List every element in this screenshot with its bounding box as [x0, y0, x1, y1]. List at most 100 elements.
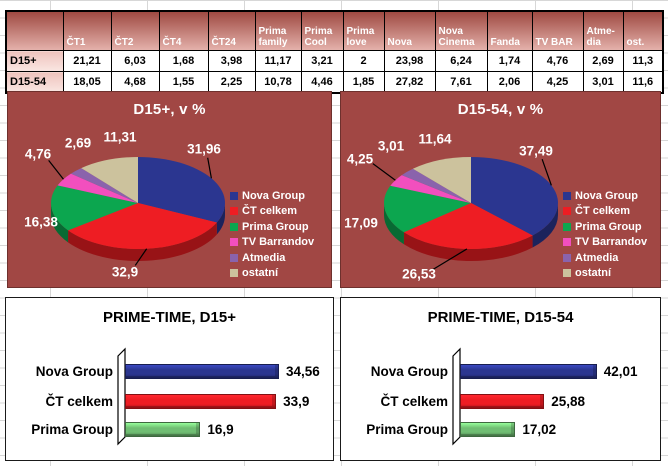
bar-category-label: ČT celkem: [45, 394, 113, 409]
table-cell[interactable]: 2,69: [582, 50, 624, 72]
legend-item[interactable]: Prima Group: [230, 219, 314, 235]
table-cell[interactable]: 1,74: [486, 50, 533, 72]
chart-title: PRIME-TIME, D15-54: [427, 309, 574, 326]
table-cell[interactable]: 4,46: [300, 71, 344, 94]
table-cell[interactable]: 21,21: [62, 50, 112, 72]
table-column-header[interactable]: Prima Cool: [300, 10, 344, 51]
table-column-header[interactable]: ČT1: [62, 10, 112, 51]
legend-label: ČT celkem: [242, 205, 298, 218]
table-cell[interactable]: 7,61: [434, 71, 488, 94]
pie-slice--t-celkem[interactable]: [403, 203, 533, 249]
bar-category-label: Prima Group: [366, 422, 448, 437]
leader-line: [48, 159, 64, 180]
bar--t-celkem[interactable]: [460, 394, 545, 409]
legend-item[interactable]: Nova Group: [230, 188, 314, 204]
pie-slice-prima-group[interactable]: [384, 185, 471, 233]
pie-slice--t-celkem[interactable]: [68, 203, 217, 249]
table-cell[interactable]: 1,68: [158, 50, 209, 72]
legend-item[interactable]: Nova Group: [563, 188, 647, 204]
legend-item[interactable]: Prima Group: [563, 219, 647, 235]
legend-item[interactable]: ČT celkem: [563, 204, 647, 220]
legend-item[interactable]: Atmedia: [230, 250, 314, 266]
audience-share-table[interactable]: ČT1 ČT2 ČT4 ČT24 Prima family Prima Cool Prima…: [5, 10, 664, 94]
leader-line: [134, 248, 148, 266]
legend-item[interactable]: Atmedia: [563, 250, 647, 266]
table-cell[interactable]: 4,25: [531, 71, 584, 94]
pie-data-label: 31,96: [187, 142, 221, 157]
table-cell[interactable]: 23,98: [383, 50, 436, 72]
pie-legend[interactable]: Nova Group ČT celkem Prima Group TV Barrand…: [563, 188, 647, 281]
pie-slice-nova-group[interactable]: [138, 157, 225, 223]
chart-title: D15+, v %: [133, 101, 206, 118]
pie-slice-tv-barrandov[interactable]: [57, 173, 138, 203]
table-cell[interactable]: 27,82: [383, 71, 436, 94]
pie-chart-d15plus[interactable]: D15+, v % 31,96 32,9 16,38 4,76 2,69 11,31 Nov…: [7, 91, 332, 288]
table-column-header[interactable]: Nova Cinema: [434, 10, 488, 51]
table-cell[interactable]: 18,05: [62, 71, 112, 94]
table-column-header[interactable]: Prima family: [254, 10, 302, 51]
table-column-header[interactable]: Fanda: [486, 10, 533, 51]
table-cell[interactable]: 6,24: [434, 50, 488, 72]
legend-swatch: [563, 191, 571, 200]
pie-slice-nova-group[interactable]: [471, 157, 558, 236]
legend-label: TV Barrandov: [575, 236, 648, 249]
bar-nova-group[interactable]: [125, 364, 280, 379]
pie-slice-side: [532, 203, 558, 248]
pie-slice-atmedia[interactable]: [401, 168, 471, 203]
pie-slice-side: [216, 203, 225, 235]
table-row-header[interactable]: D15-54: [5, 71, 64, 94]
pie-legend[interactable]: Nova Group ČT celkem Prima Group TV Barrand…: [230, 188, 314, 281]
legend-item[interactable]: TV Barrandov: [563, 235, 647, 251]
table-column-header[interactable]: Nova: [383, 10, 436, 51]
chart-title: PRIME-TIME, D15+: [103, 309, 236, 326]
table-cell[interactable]: 6,03: [110, 50, 160, 72]
pie-slice-side: [51, 203, 69, 243]
table-cell[interactable]: 3,01: [582, 71, 624, 94]
legend-item[interactable]: TV Barrandov: [230, 235, 314, 251]
table-cell[interactable]: 11,6: [622, 71, 664, 94]
legend-swatch: [230, 191, 238, 200]
pie-slice-prima-group[interactable]: [50, 185, 138, 231]
table-column-header[interactable]: ost.: [622, 10, 664, 51]
pie-chart-d15-54[interactable]: D15-54, v % 37,49 26,53 17,09 4,25 3,01 11,64…: [340, 91, 661, 288]
table-cell[interactable]: 2,06: [486, 71, 533, 94]
table-cell[interactable]: 4,68: [110, 71, 160, 94]
bar-prima-group[interactable]: [125, 422, 201, 437]
legend-label: ČT celkem: [575, 205, 631, 218]
pie-slice-ostatn-[interactable]: [81, 157, 138, 203]
bar--t-celkem[interactable]: [125, 394, 277, 409]
chart-title: D15-54, v %: [457, 101, 544, 118]
table-cell[interactable]: 1,55: [158, 71, 209, 94]
table-cell[interactable]: 11,3: [622, 50, 664, 72]
table-column-header[interactable]: ČT24: [207, 10, 256, 51]
pie-data-label: 4,76: [25, 147, 52, 162]
table-column-header[interactable]: ČT2: [110, 10, 160, 51]
legend-label: Prima Group: [575, 220, 642, 233]
table-column-header[interactable]: ČT4: [158, 10, 209, 51]
pie-slice-ostatn-[interactable]: [412, 157, 471, 203]
table-column-header[interactable]: Prima love: [342, 10, 385, 51]
table-cell[interactable]: 2: [342, 50, 385, 72]
table-column-header[interactable]: Atme-dia: [582, 10, 624, 51]
legend-item[interactable]: ostatní: [230, 266, 314, 282]
leader-line: [207, 157, 212, 179]
table-cell[interactable]: 11,17: [254, 50, 302, 72]
bar-value-label: 16,9: [207, 422, 234, 437]
table-cell[interactable]: 10,78: [254, 71, 302, 94]
pie-slice-atmedia[interactable]: [70, 168, 138, 203]
bar-nova-group[interactable]: [460, 364, 597, 379]
legend-item[interactable]: ostatní: [563, 266, 647, 282]
table-row-header[interactable]: D15+: [5, 50, 64, 72]
table-corner-cell[interactable]: [5, 10, 64, 51]
table-cell[interactable]: 1,85: [342, 71, 385, 94]
table-cell[interactable]: 3,98: [207, 50, 256, 72]
bar-chart-prime-time-d15plus[interactable]: PRIME-TIME, D15+ Nova Group 34,56 ČT celke…: [5, 297, 334, 461]
table-cell[interactable]: 3,21: [300, 50, 344, 72]
bar-prima-group[interactable]: [460, 422, 516, 437]
legend-item[interactable]: ČT celkem: [230, 204, 314, 220]
bar-chart-prime-time-d15-54[interactable]: PRIME-TIME, D15-54 Nova Group 42,01 ČT cel…: [340, 297, 661, 461]
table-cell[interactable]: 4,76: [531, 50, 584, 72]
pie-slice-tv-barrandov[interactable]: [390, 175, 471, 203]
table-column-header[interactable]: TV BAR: [531, 10, 584, 51]
table-cell[interactable]: 2,25: [207, 71, 256, 94]
